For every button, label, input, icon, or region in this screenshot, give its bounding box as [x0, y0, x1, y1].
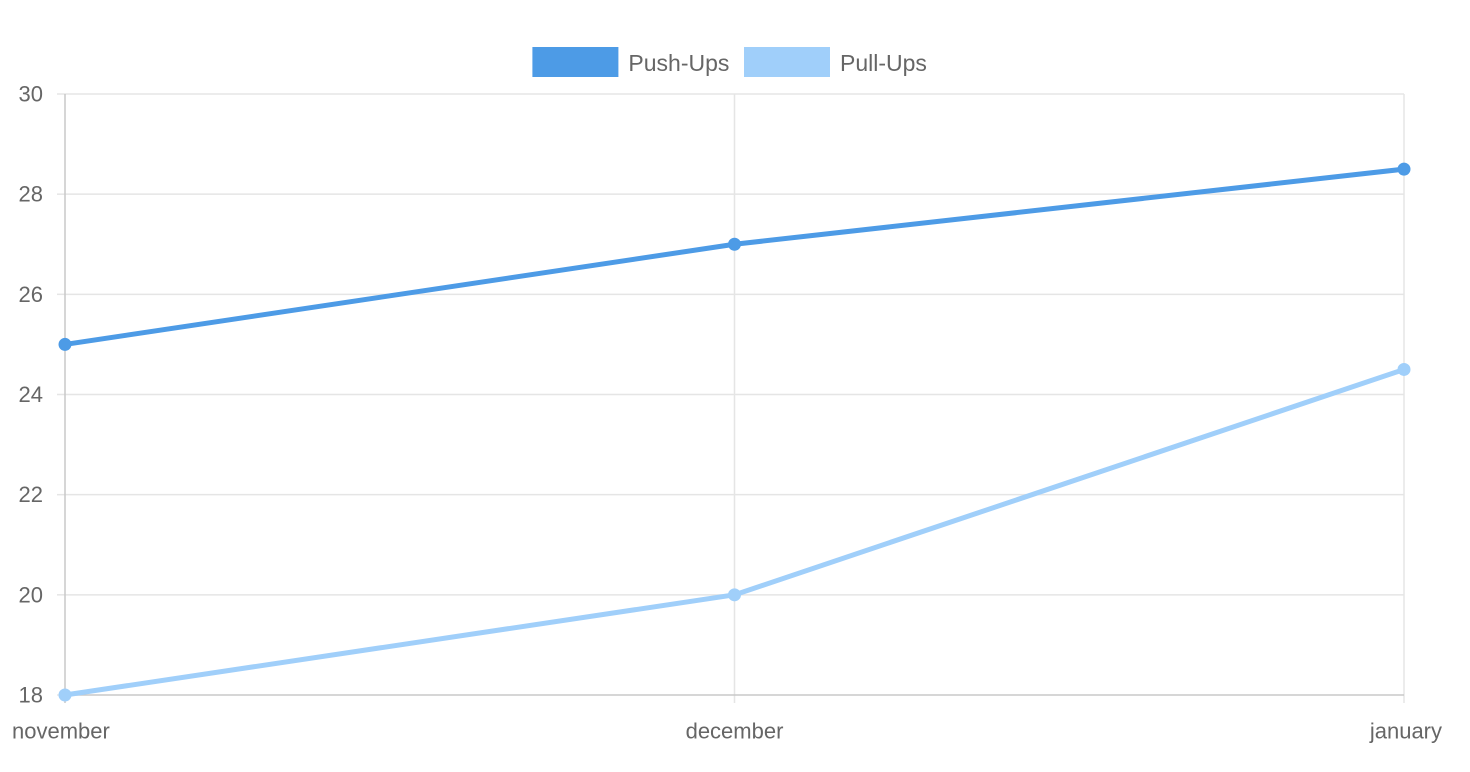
- y-tick-label: 20: [19, 582, 43, 607]
- legend-swatch: [532, 47, 619, 77]
- grid-lines: [57, 93, 1405, 703]
- legend-swatch: [744, 47, 830, 77]
- x-tick-label: january: [1369, 719, 1442, 744]
- y-tick-label: 26: [19, 282, 43, 307]
- x-tick-label: december: [686, 719, 784, 744]
- y-axis-ticks: 18 20 22 24 26 28 30: [19, 82, 43, 708]
- x-axis-ticks: november december january: [12, 719, 1442, 744]
- legend-item[interactable]: Pull-Ups: [744, 47, 927, 77]
- y-tick-label: 18: [19, 683, 43, 708]
- legend-label: Push-Ups: [628, 50, 729, 76]
- data-point[interactable]: [1397, 162, 1411, 176]
- data-point[interactable]: [728, 237, 741, 251]
- data-point[interactable]: [58, 688, 72, 702]
- data-point[interactable]: [728, 588, 741, 602]
- series-lines: [58, 162, 1411, 702]
- y-tick-label: 24: [19, 382, 43, 407]
- data-point[interactable]: [58, 337, 72, 351]
- legend-label: Pull-Ups: [840, 50, 927, 76]
- y-tick-label: 22: [19, 482, 43, 507]
- legend[interactable]: Push-Ups Pull-Ups: [532, 47, 927, 77]
- data-point[interactable]: [1397, 362, 1411, 376]
- y-tick-label: 30: [19, 82, 43, 107]
- legend-item[interactable]: Push-Ups: [532, 47, 729, 77]
- axes: [64, 94, 1404, 703]
- x-tick-label: november: [12, 719, 110, 744]
- y-tick-label: 28: [19, 182, 43, 207]
